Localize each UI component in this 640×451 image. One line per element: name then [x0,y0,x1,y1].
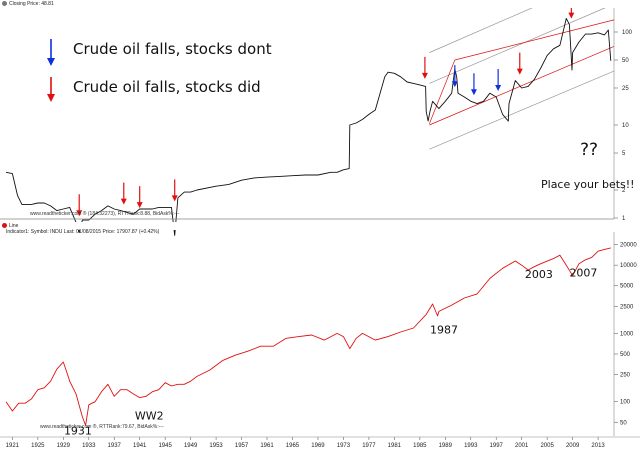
bottom-y-tick-label: 500 [620,352,631,358]
legend-label-red: Crude oil falls, stocks did [73,78,261,96]
dow-annotation-label: 2007 [569,267,597,280]
x-tick-label: 1965 [286,443,300,449]
red-arrow-icon-head [76,210,83,217]
bottom-panel-header: Line [0,222,640,230]
dow-annotation-label: 2003 [525,268,553,281]
x-tick-label: 1921 [6,443,20,449]
x-tick-label: 1941 [133,443,147,449]
red-arrow-icon-head [171,195,178,202]
x-tick-label: 2013 [591,443,605,449]
bottom-y-tick-label: 100 [620,400,631,406]
top-y-tick-label: 5 [622,151,626,157]
x-tick-label: 1985 [413,443,427,449]
channel-gray-low [429,70,615,150]
bottom-y-tick-label: 20000 [620,243,637,249]
x-tick-label: 1937 [108,443,122,449]
question-marks: ?? [580,140,599,160]
dow-index-line [5,247,611,426]
channel-red-upper [454,19,615,61]
indicator-line: Indicator1: Symbol: INDU Last: 01/08/201… [6,229,160,235]
top-y-tick-label: 50 [622,58,629,64]
x-tick-label: 1993 [464,443,478,449]
top-header-text: Closing Price: 48.81 [9,1,54,7]
oil-price-line [5,17,612,236]
series-lines [5,17,612,426]
top-y-tick-label: 2 [622,188,626,194]
x-axis: 1921 1925 1929 1933 1937 1941 1945 1949 1953 1957… [0,436,640,449]
x-tick-label: 1957 [235,443,249,449]
top-y-tick-label: 25 [622,86,629,92]
x-tick-label: 1961 [260,443,274,449]
red-arrow-icon-head [136,202,143,209]
bottom-y-tick-label: 10000 [620,263,637,269]
blue-arrow-icon-head [495,85,502,92]
bottom-y-tick-label: 2500 [620,304,634,310]
red-arrow-icon-head [516,68,523,75]
red-arrow-icon-head [421,72,428,79]
bottom-header-text: Line [9,223,19,229]
dow-annotation-label: 1931 [64,425,92,438]
bottom-source-line: www.readtheticker.com ®, RTTRank:79.67, … [40,424,164,430]
top-source-line: www.readtheticker.com ® (184.32273), RTT… [30,211,180,217]
top-y-tick-label: 1 [622,216,626,222]
blue-arrow-icon-head [470,89,477,96]
annotation-arrows [76,0,575,217]
x-tick-label: 2001 [515,443,529,449]
x-tick-label: 1929 [57,443,71,449]
legend-label-blue: Crude oil falls, stocks dont [73,40,272,58]
x-tick-label: 2009 [566,443,580,449]
series-dot-icon [2,223,7,229]
channel-gray-top [429,0,551,53]
x-tick-label: 1949 [184,443,198,449]
x-tick-label: 1945 [158,443,172,449]
x-tick-label: 1973 [337,443,351,449]
top-panel-header: Closing Price: 48.81 [0,0,640,8]
bottom-y-tick-label: 250 [620,373,631,379]
dow-annotation-label: 1987 [430,323,458,336]
x-tick-label: 1997 [490,443,504,449]
trend-channels [429,0,615,150]
bottom-y-axis: 50 100 250 500 1000 2500 5000 10000 20000 [613,232,637,436]
x-tick-label: 1977 [362,443,376,449]
channel-red-join [429,59,456,124]
bottom-y-tick-label: 5000 [620,284,634,290]
channel-gray-mid [429,3,615,84]
x-tick-label: 1933 [82,443,96,449]
red-arrow-icon-head [120,198,127,205]
blue-arrow-icon [47,39,55,66]
x-tick-label: 1969 [311,443,325,449]
x-tick-label: 1925 [31,443,45,449]
red-arrow-icon [47,77,55,102]
bottom-y-tick-label: 1000 [620,331,634,337]
dow-annotation-label: WW2 [135,409,164,422]
bottom-y-tick-label: 50 [620,420,627,426]
blue-arrow-icon-head [451,81,458,88]
x-tick-label: 2005 [540,443,554,449]
red-arrow-icon-head [568,12,575,19]
x-tick-label: 1981 [388,443,402,449]
series-dot-icon [2,1,7,7]
bets-note: Place your bets!! [541,178,635,191]
x-tick-label: 1989 [439,443,453,449]
top-y-tick-label: 100 [622,30,633,36]
top-y-tick-label: 10 [622,123,629,129]
x-tick-label: 1953 [209,443,223,449]
channel-red-lower [429,46,615,126]
annotation-labels: 1931 WW2 1987 2003 2007 [64,267,597,438]
